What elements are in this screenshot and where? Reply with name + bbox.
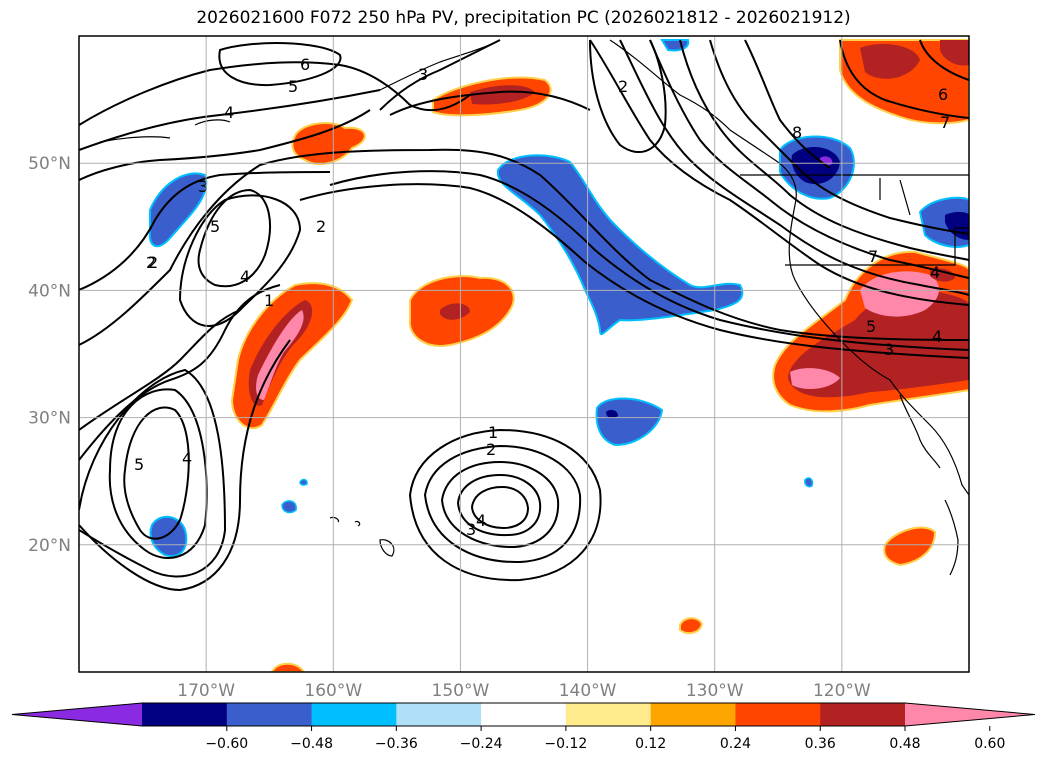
- gridlines: [79, 36, 969, 672]
- contour-label: 4: [224, 103, 234, 122]
- contour-label: 5: [210, 217, 220, 236]
- colorbar-outline: [11, 702, 1036, 727]
- colorbar-segment: [142, 703, 228, 726]
- pv-contour-jet: [79, 148, 969, 346]
- latitude-label: 50°N: [28, 154, 71, 174]
- colorbar-segment: [650, 703, 736, 726]
- pv-contour-closed-5: [197, 188, 271, 288]
- longitude-label: 140°W: [559, 681, 617, 701]
- longitude-label: 130°W: [686, 681, 744, 701]
- latitude-label: 20°N: [28, 536, 71, 556]
- colorbar-extend-low: [12, 703, 142, 726]
- latitude-label: 30°N: [28, 409, 71, 429]
- contour-label: 3: [198, 177, 208, 196]
- contour-label: 2: [316, 217, 326, 236]
- contour-label: 5: [134, 455, 144, 474]
- contour-label: 6: [300, 55, 310, 74]
- colorbar-tick-label: 0.12: [635, 736, 666, 752]
- contour-label: 4: [182, 449, 192, 468]
- colorbar-segment: [311, 703, 397, 726]
- pv-contours: [79, 39, 969, 592]
- contour-labels: 6 5 4 3 2 5 4 2 1 5 4 3 2 1 2 3 4 2 8 7 …: [134, 55, 950, 539]
- contour-label: 1: [488, 423, 498, 442]
- longitude-label: 170°W: [177, 681, 235, 701]
- map-title: 2026021600 F072 250 hPa PV, precipitatio…: [196, 8, 851, 28]
- colorbar-segment: [481, 703, 567, 726]
- colorbar-segment: [396, 703, 482, 726]
- colorbar-segment: [820, 703, 906, 726]
- colorbar-tick-label: −0.12: [544, 736, 587, 752]
- pv-contour-sub-1: [408, 428, 602, 582]
- contour-label: 2: [148, 253, 158, 272]
- colorbar-ticks: −0.60 −0.48 −0.36 −0.24 −0.12 0.12 0.24 0.36 0.4…: [205, 726, 1005, 752]
- contour-label: 4: [240, 267, 250, 286]
- contour-label: 3: [418, 65, 428, 84]
- colorbar-tick-label: 0.36: [805, 736, 836, 752]
- contour-label: 2: [618, 77, 628, 96]
- colorbar-tick-label: −0.36: [375, 736, 418, 752]
- contour-label: 2: [146, 253, 156, 272]
- contour-label: 4: [476, 511, 486, 530]
- contour-label: 4: [932, 327, 942, 346]
- longitude-label: 150°W: [432, 681, 490, 701]
- contour-label: 7: [940, 113, 950, 132]
- colorbar-tick-label: 0.24: [720, 736, 751, 752]
- map-border: [78, 35, 970, 673]
- longitude-labels: 170°W 160°W 150°W 140°W 130°W 120°W: [177, 681, 871, 701]
- colorbar-segment: [226, 703, 313, 726]
- precip-blob-s-pos: [679, 617, 704, 635]
- contour-label: 5: [288, 77, 298, 96]
- colorbar-tick-label: −0.48: [290, 736, 333, 752]
- colorbar-segment: [735, 703, 821, 726]
- colorbar-tick-label: −0.60: [205, 736, 248, 752]
- pv-contour-nw-closed: [218, 42, 342, 87]
- contour-label: 6: [938, 85, 948, 104]
- contour-label: 1: [264, 291, 274, 310]
- contour-label: 8: [792, 123, 802, 142]
- contour-label: 7: [868, 247, 878, 266]
- contour-label: 3: [884, 340, 894, 359]
- contour-label: 5: [866, 317, 876, 336]
- longitude-label: 120°W: [813, 681, 871, 701]
- latitude-labels: 50°N 40°N 30°N 20°N: [28, 154, 71, 556]
- precip-blob-sw-neg: [149, 515, 188, 558]
- colorbar-tick-label: 0.60: [974, 736, 1005, 752]
- pv-contour-closed-sw: [123, 406, 190, 540]
- colorbar-extend-high: [905, 703, 1035, 726]
- colorbar-tick-label: −0.24: [460, 736, 503, 752]
- longitude-label: 160°W: [304, 681, 362, 701]
- contour-label: 2: [486, 440, 496, 459]
- colorbar-tick-label: 0.48: [889, 736, 920, 752]
- colorbar-segment: [565, 703, 652, 726]
- contour-label: 4: [930, 263, 940, 282]
- precip-blob-nw: [291, 121, 366, 166]
- contour-label: 3: [466, 520, 476, 539]
- precip-blob-se-pos: [883, 526, 937, 567]
- precip-blob-west-neg: [148, 172, 208, 248]
- pv-contour-top: [79, 61, 471, 126]
- colorbar: [11, 702, 1036, 727]
- latitude-label: 40°N: [28, 281, 71, 301]
